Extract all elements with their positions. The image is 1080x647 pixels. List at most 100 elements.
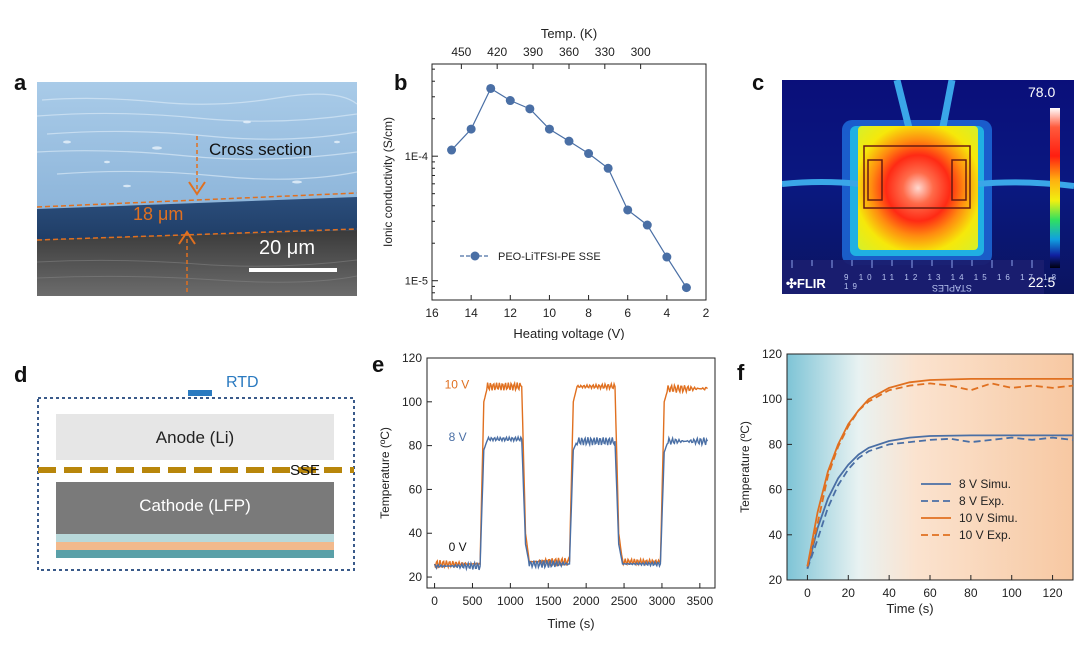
chart-e-xtick-label: 2500 [611, 594, 638, 608]
chart-f-ytick-label: 20 [769, 573, 783, 587]
chart-e-xtick-label: 3000 [649, 594, 676, 608]
chart-f-legend-label: 8 V Exp. [959, 494, 1004, 508]
anode-label: Anode (Li) [155, 428, 235, 447]
chart-e-ytick-label: 80 [409, 439, 423, 453]
chart-b-xtick-label: 4 [664, 306, 671, 320]
chart-b-point [466, 124, 476, 134]
chart-e-annotation-10v: 10 V [445, 378, 470, 392]
chart-e-ytick-label: 20 [409, 570, 423, 584]
chart-f-ytick-label: 60 [769, 483, 783, 497]
chart-f-ylabel: Temperature (ºC) [738, 421, 752, 513]
chart-b-xtick-label: 14 [464, 306, 478, 320]
chart-f-xtick-label: 60 [923, 586, 937, 600]
schematic-panel: RTD Anode (Li) SSE Cathode (LFP) [36, 374, 356, 574]
chart-e-series-0 [433, 380, 708, 570]
cathode-layer [56, 482, 334, 534]
sse-label: SSE [290, 462, 321, 479]
chart-b-toptick-label: 360 [559, 45, 579, 59]
sse-bottom-boundary [36, 228, 358, 241]
chart-b-xtick-label: 10 [543, 306, 557, 320]
cross-section-label: Cross section [209, 140, 312, 159]
chart-b-point [681, 283, 691, 293]
chart-f: 0 20 40 60 80 100 120 Time (s) 20 40 60 80 100 120 Tem… [738, 347, 1074, 616]
chart-f-legend-label: 10 V Simu. [959, 511, 1018, 525]
flir-mark-icon: ✣ [786, 276, 797, 291]
current-collector-1 [56, 534, 334, 542]
chart-b-frame [431, 63, 707, 301]
chart-e-xtick-label: 2000 [573, 594, 600, 608]
chart-e-xtick-label: 0 [431, 594, 438, 608]
thermal-image-panel: 78.0 22.5 ✣FLIR 9 10 11 12 13 14 15 16 1… [781, 79, 1075, 294]
thickness-label: 18 μm [133, 204, 184, 224]
chart-b-point [525, 104, 535, 114]
chart-f-xtick-label: 20 [842, 586, 856, 600]
chart-b-xtick-label: 8 [585, 306, 592, 320]
thermal-color-scale [1050, 108, 1060, 268]
panel-letter-c: c [752, 70, 765, 95]
sem-image-panel: Cross section 18 μm 20 μm [36, 82, 358, 296]
panel-letter-d: d [14, 362, 28, 387]
panel-letter-e: e [372, 352, 385, 377]
chart-b-ytick-label: 1E-4 [405, 151, 428, 163]
chart-b-ytick-label: 1E-5 [405, 276, 428, 288]
chart-b: 16 14 12 10 8 6 4 2 Heating voltage (V) 450 420 390… [381, 26, 710, 341]
chart-b-toptick-label: 390 [523, 45, 543, 59]
chart-b-xtick-label: 16 [425, 306, 439, 320]
chart-b-toptick-label: 330 [595, 45, 615, 59]
chart-b-point [623, 205, 633, 215]
up-arrow-icon [178, 230, 196, 245]
chart-f-xtick-label: 100 [1002, 586, 1022, 600]
chart-f-series-1 [806, 436, 1074, 569]
sse-top-boundary [36, 192, 358, 208]
chart-b-point [584, 149, 594, 159]
rtd-sensor [188, 390, 212, 396]
anode-layer [56, 414, 334, 460]
panel-letter-a: a [14, 70, 27, 95]
chart-e-ytick-label: 60 [409, 482, 423, 496]
cell-schematic [37, 390, 355, 571]
chart-b-point [642, 220, 652, 230]
chart-e-annotation-0v: 0 V [449, 540, 467, 554]
chart-f-ytick-label: 100 [762, 392, 782, 406]
thermal-max-label: 78.0 [1028, 84, 1056, 100]
chart-b-point [447, 145, 457, 155]
chart-e-ytick-label: 40 [409, 526, 423, 540]
ruler-brand-text: STAPLES [932, 283, 972, 293]
chart-b-point [486, 83, 496, 93]
chart-f-ytick-label: 40 [769, 528, 783, 542]
cathode-label: Cathode (LFP) [139, 496, 251, 515]
chart-e-xlabel: Time (s) [547, 616, 594, 631]
chart-b-xtick-label: 2 [703, 306, 710, 320]
flir-logo: ✣FLIR [786, 276, 826, 292]
chart-e-xtick-label: 3500 [686, 594, 713, 608]
chart-f-xlabel: Time (s) [886, 601, 933, 616]
chart-b-point [564, 136, 574, 146]
scale-bar [249, 268, 337, 272]
sem-image [36, 82, 358, 296]
chart-f-panel: 0 20 40 60 80 100 120 Time (s) 20 40 60 80 100 120 Tem… [735, 346, 1080, 642]
chart-e-ytick-label: 100 [402, 395, 422, 409]
chart-f-series-0 [806, 434, 1073, 569]
chart-e-panel: 0 500 1000 1500 2000 2500 3000 3500 Time (s) 20 40… [375, 350, 720, 642]
chart-b-legend-marker [470, 251, 480, 261]
scale-bar-label: 20 μm [259, 237, 315, 259]
flir-brand-text: FLIR [796, 276, 826, 291]
schematic-outline [37, 397, 355, 571]
chart-e-ylabel: Temperature (ºC) [378, 427, 392, 519]
rtd-label: RTD [226, 374, 259, 391]
ruler-numbers: 9 10 11 12 13 14 15 16 17 18 19 [844, 273, 1061, 291]
chart-b-legend-label: PEO-LiTFSI-PE SSE [498, 251, 601, 263]
chart-b-xlabel: Heating voltage (V) [513, 326, 624, 340]
chart-f-ytick-label: 120 [762, 347, 782, 361]
current-collector-2 [56, 542, 334, 550]
chart-f-legend-label: 10 V Exp. [959, 528, 1011, 542]
chart-f-series-2 [806, 378, 1073, 567]
chart-b-toptick-label: 420 [487, 45, 507, 59]
chart-f-xtick-label: 120 [1043, 586, 1063, 600]
chart-f-background [787, 354, 1073, 580]
chart-e-xtick-label: 500 [462, 594, 482, 608]
chart-b-point [603, 163, 613, 173]
chart-f-xtick-label: 80 [964, 586, 978, 600]
panel-letter-f: f [737, 360, 745, 385]
chart-b-top-axis-label: Temp. (K) [541, 26, 597, 41]
